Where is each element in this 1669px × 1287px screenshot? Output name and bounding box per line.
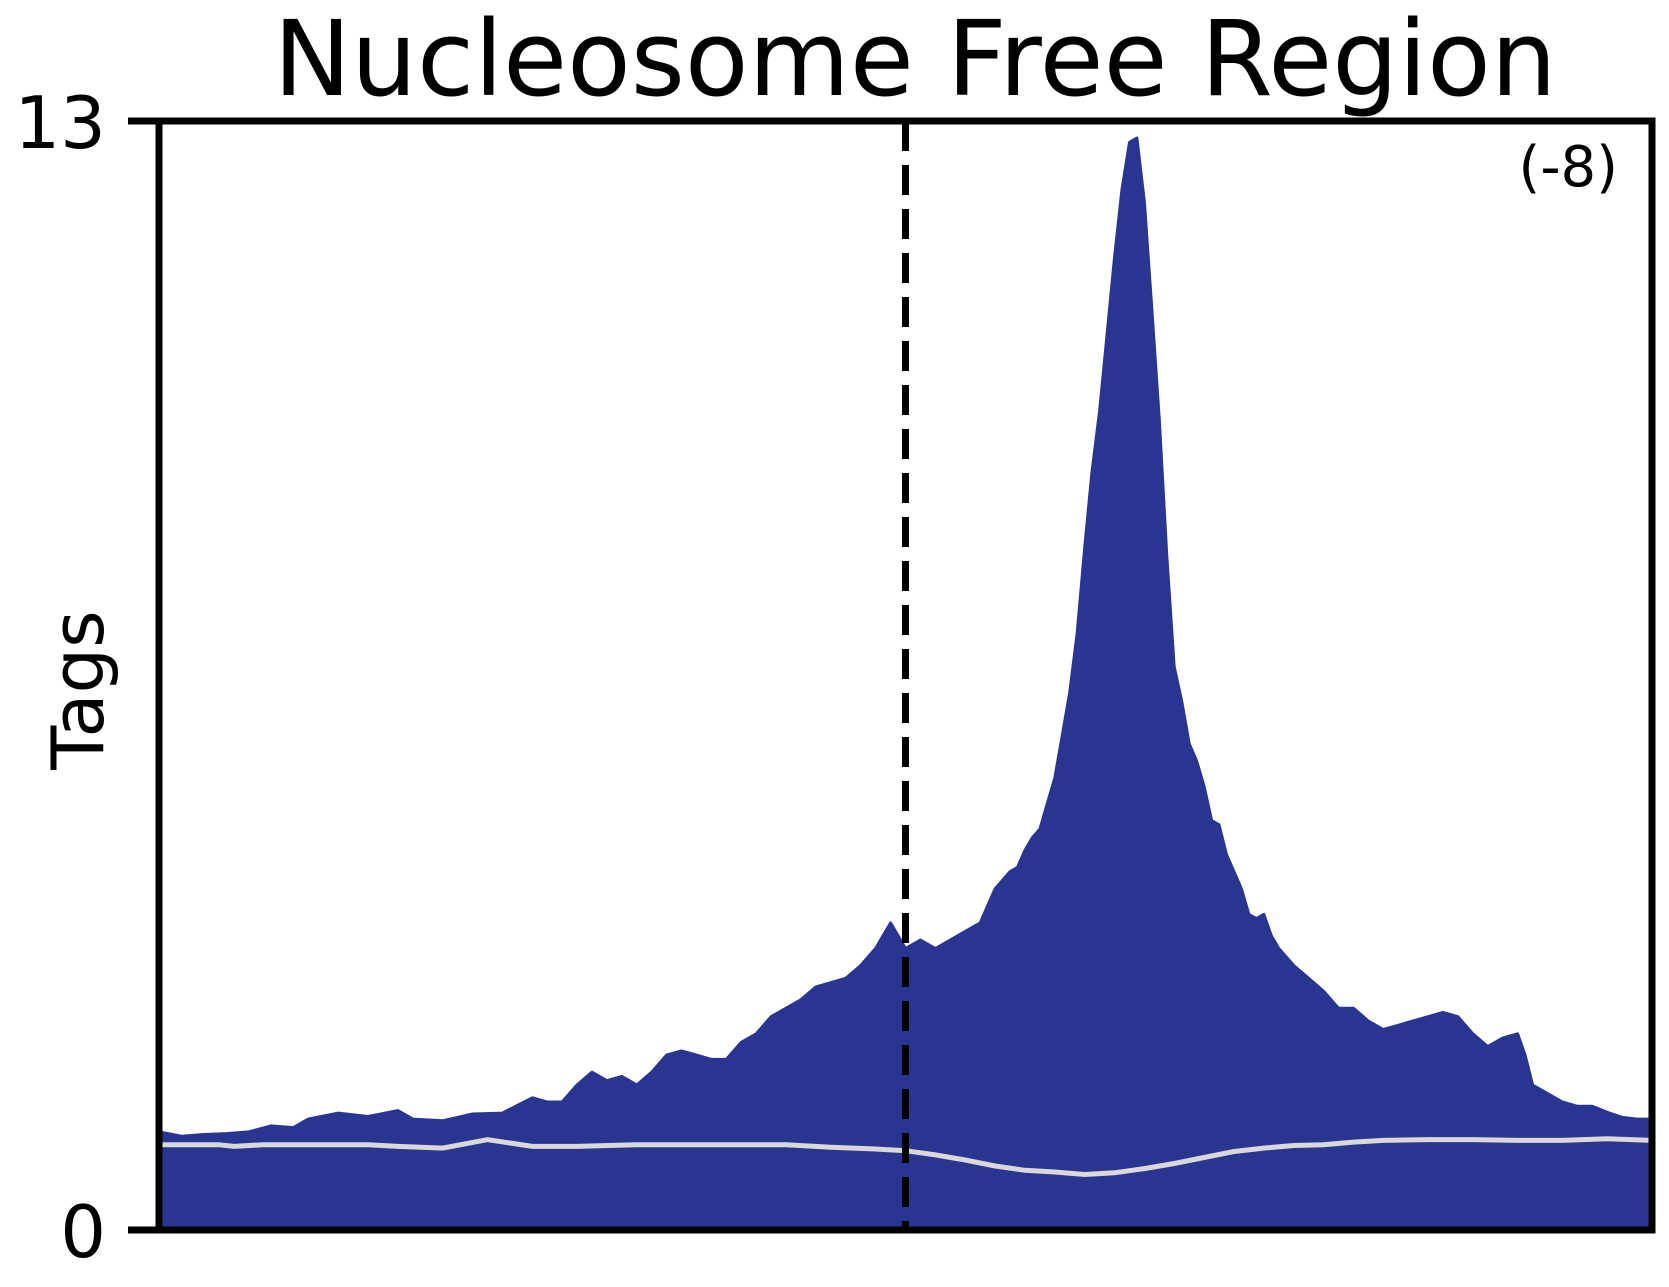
chart-title: Nucleosome Free Region: [273, 0, 1556, 120]
background-line: [159, 1136, 1653, 1178]
signal-area: [157, 136, 1654, 1232]
plot-frame: [155, 117, 1656, 1234]
y-tick-label-bottom: 0: [60, 1190, 106, 1274]
y-tick-label-top: 13: [14, 81, 106, 165]
offset-annotation: (-8): [1518, 135, 1618, 200]
y-axis-label: Tags: [36, 610, 120, 770]
